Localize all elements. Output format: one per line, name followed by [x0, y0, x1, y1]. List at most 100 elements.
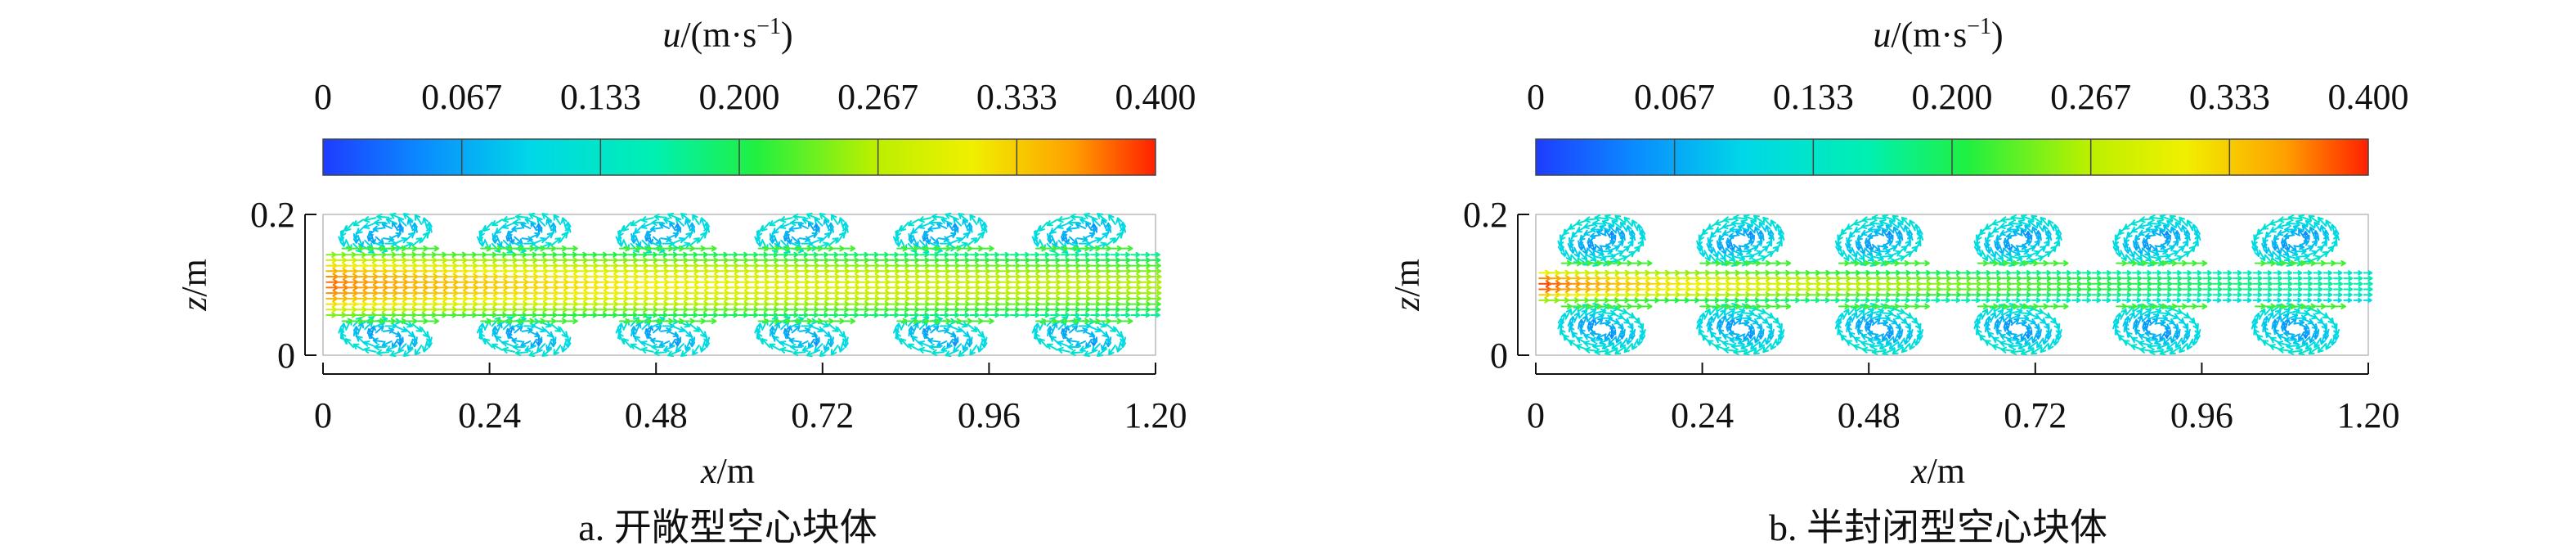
velocity-arrow	[939, 284, 951, 291]
velocity-arrow	[832, 245, 845, 252]
velocity-arrow	[778, 284, 791, 291]
velocity-arrow	[1604, 349, 1618, 356]
velocity-arrow	[969, 251, 980, 258]
velocity-arrow	[979, 257, 990, 264]
velocity-arrow	[790, 219, 803, 227]
velocity-arrow	[1078, 322, 1091, 330]
velocity-arrow	[1888, 303, 1901, 310]
velocity-arrow	[758, 300, 770, 308]
velocity-arrow	[979, 268, 991, 274]
velocity-arrow	[1830, 291, 1842, 298]
velocity-arrow	[1950, 281, 1962, 287]
panel-caption: a. 开敞型空心块体	[578, 507, 877, 548]
velocity-arrow	[1888, 259, 1901, 267]
velocity-arrow	[1860, 291, 1871, 298]
velocity-arrow	[798, 236, 810, 242]
velocity-arrow	[808, 251, 819, 258]
velocity-arrow	[446, 262, 459, 269]
velocity-arrow	[1960, 286, 1972, 293]
velocity-arrow	[828, 278, 841, 286]
velocity-arrow	[1830, 297, 1841, 304]
velocity-arrow	[1020, 301, 1031, 308]
velocity-arrow	[396, 312, 407, 318]
x-tick-label: 0.96	[958, 395, 1021, 435]
velocity-arrow	[426, 290, 439, 297]
velocity-arrow	[2159, 228, 2166, 239]
velocity-arrow	[1110, 268, 1122, 274]
velocity-arrow	[981, 331, 988, 344]
velocity-arrow	[356, 306, 368, 313]
velocity-arrow	[496, 251, 508, 258]
velocity-arrow	[1150, 263, 1161, 269]
velocity-arrow	[1030, 257, 1040, 264]
velocity-arrow	[567, 251, 578, 258]
velocity-arrow	[909, 278, 921, 286]
velocity-arrow	[698, 306, 709, 313]
velocity-arrow	[1770, 297, 1780, 304]
velocity-arrow	[1882, 214, 1895, 221]
velocity-arrow	[819, 262, 830, 269]
velocity-arrow	[345, 306, 357, 313]
velocity-arrow	[1986, 259, 1999, 267]
velocity-arrow	[2037, 303, 2049, 310]
velocity-arrow	[480, 318, 492, 325]
velocity-arrow	[1604, 214, 1618, 221]
velocity-arrow	[677, 306, 689, 313]
velocity-arrow	[2138, 223, 2151, 230]
velocity-arrow	[698, 300, 710, 308]
velocity-arrow	[411, 331, 418, 343]
velocity-arrow	[1581, 303, 1593, 310]
velocity-arrow	[1538, 291, 1551, 299]
velocity-arrow	[2159, 214, 2172, 221]
velocity-arrow	[2282, 275, 2293, 282]
velocity-arrow	[2282, 286, 2293, 292]
velocity-arrow	[838, 257, 850, 264]
velocity-arrow	[990, 251, 1000, 258]
velocity-arrow	[1110, 273, 1122, 280]
velocity-arrow	[2091, 270, 2102, 276]
velocity-arrow	[1689, 280, 1702, 287]
velocity-arrow	[1721, 314, 1727, 327]
velocity-arrow	[2134, 250, 2143, 261]
velocity-arrow	[990, 257, 1000, 264]
velocity-arrow	[415, 306, 428, 313]
velocity-arrow	[773, 224, 783, 234]
velocity-arrow	[415, 257, 428, 264]
velocity-arrow	[402, 213, 414, 222]
velocity-arrow	[2179, 216, 2188, 228]
velocity-arrow	[2102, 270, 2112, 276]
velocity-arrow	[1669, 275, 1681, 282]
velocity-arrow	[1890, 275, 1902, 282]
velocity-arrow	[2165, 259, 2178, 267]
velocity-arrow	[1049, 273, 1061, 280]
velocity-arrow	[962, 340, 968, 351]
velocity-arrow	[1874, 230, 1885, 237]
velocity-arrow	[930, 325, 940, 334]
colorbar-tick-label: 0.333	[2189, 77, 2270, 117]
velocity-arrow	[1739, 297, 1750, 304]
x-axis-label: x/m	[700, 451, 755, 491]
velocity-arrow	[1971, 286, 1982, 293]
velocity-arrow	[1039, 306, 1051, 313]
velocity-arrow	[945, 212, 958, 219]
velocity-arrow	[1689, 291, 1701, 298]
velocity-arrow	[889, 312, 900, 318]
velocity-arrow	[514, 213, 528, 221]
velocity-arrow	[1752, 214, 1765, 223]
velocity-arrow	[950, 237, 963, 244]
velocity-arrow	[1049, 301, 1061, 308]
velocity-arrow	[1100, 273, 1112, 280]
velocity-arrow	[2139, 216, 2153, 223]
velocity-arrow	[738, 295, 750, 302]
velocity-arrow	[1739, 280, 1752, 287]
velocity-arrow	[506, 284, 519, 291]
velocity-arrow	[466, 278, 479, 286]
velocity-arrow	[718, 262, 729, 269]
velocity-arrow	[375, 306, 388, 313]
velocity-arrow	[2314, 259, 2327, 267]
velocity-arrow	[2292, 275, 2303, 282]
velocity-arrow	[1120, 301, 1132, 308]
velocity-arrow	[2202, 291, 2212, 298]
velocity-arrow	[1740, 343, 1752, 350]
velocity-arrow	[395, 318, 407, 325]
